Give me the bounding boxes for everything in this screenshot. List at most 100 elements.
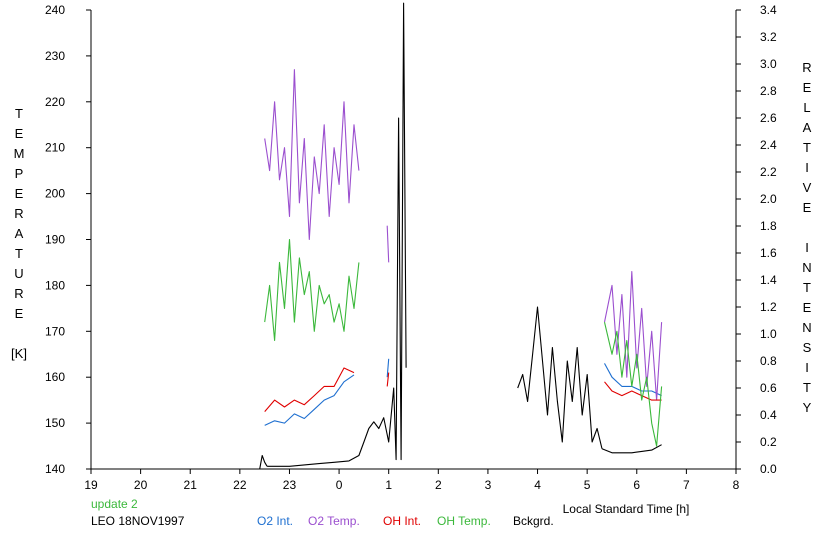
y-right-tick-label: 0.8: [760, 354, 777, 368]
labels: 19 20 21 22 23 0 1 2 3 4 5 6 7 8140150160170180190200…: [11, 3, 812, 516]
legend-item: O2 Int.: [257, 514, 294, 528]
y-right-tick-label: 1.2: [760, 300, 777, 314]
x-tick-label: 1: [385, 478, 392, 492]
series-line: [264, 367, 355, 412]
y-right-tick-label: 3.2: [760, 30, 777, 44]
series-line: [386, 225, 390, 263]
y-right-tick-label: 1.4: [760, 273, 777, 287]
left-axis-label-char: E: [15, 186, 24, 201]
right-axis-label-char: T: [803, 140, 811, 155]
y-left-tick-label: 180: [45, 278, 65, 292]
x-tick-label: 21: [184, 478, 198, 492]
y-left-tick-label: 170: [45, 324, 65, 338]
left-axis-label-char: T: [15, 106, 23, 121]
series-line: [386, 372, 390, 387]
left-axis-label-char: A: [15, 226, 24, 241]
y-right-tick-label: 2.2: [760, 165, 777, 179]
y-right-tick-label: 3.0: [760, 57, 777, 71]
legend-item: OH Temp.: [437, 514, 491, 528]
series-line: [604, 381, 662, 401]
series-line: [264, 69, 360, 241]
right-axis-label-char: E: [803, 200, 812, 215]
y-left-tick-label: 230: [45, 49, 65, 63]
left-axis-label-char: M: [14, 146, 25, 161]
y-right-tick-label: 0.6: [760, 381, 777, 395]
series-line: [264, 238, 360, 342]
right-axis-label-char: I: [805, 240, 809, 255]
series-group: [210, 2, 663, 470]
x-tick-label: 22: [233, 478, 247, 492]
station-date-label: LEO 18NOV1997: [91, 514, 185, 528]
x-tick-label: 23: [283, 478, 297, 492]
series-line: [517, 306, 603, 449]
right-axis-label-char: N: [802, 320, 811, 335]
series-line: [603, 321, 663, 447]
left-axis-label-char: U: [14, 266, 23, 281]
y-left-tick-label: 200: [45, 187, 65, 201]
x-tick-label: 7: [683, 478, 690, 492]
right-axis-label-char: I: [805, 160, 809, 175]
left-axis-label-char: E: [15, 126, 24, 141]
right-axis-label-char: S: [803, 340, 812, 355]
right-axis-label-char: E: [803, 80, 812, 95]
y-right-tick-label: 2.8: [760, 84, 777, 98]
left-axis-label-char: R: [14, 286, 23, 301]
y-left-tick-label: 150: [45, 416, 65, 430]
right-axis-label-char: N: [802, 260, 811, 275]
series-o2-temp: [264, 69, 663, 401]
y-left-tick-label: 160: [45, 370, 65, 384]
series-line: [210, 454, 268, 470]
series-oh-int: [264, 367, 662, 412]
right-axis-label-char: Y: [803, 400, 812, 415]
right-axis-label-char: T: [803, 280, 811, 295]
y-right-tick-label: 1.0: [760, 327, 777, 341]
series-o2-int: [264, 358, 662, 426]
x-tick-label: 20: [134, 478, 148, 492]
left-axis-label-char: P: [15, 166, 24, 181]
y-left-tick-label: 210: [45, 141, 65, 155]
y-left-tick-label: 240: [45, 3, 65, 17]
left-axis-label-char: E: [15, 306, 24, 321]
legend-item: O2 Temp.: [308, 514, 360, 528]
y-right-tick-label: 2.4: [760, 138, 777, 152]
x-axis-title: Local Standard Time [h]: [563, 502, 690, 516]
left-axis-label-char: R: [14, 206, 23, 221]
y-right-tick-label: 2.6: [760, 111, 777, 125]
right-axis-label-char: E: [803, 300, 812, 315]
y-right-tick-label: 2.0: [760, 192, 777, 206]
series-bckgrd: [210, 2, 662, 470]
right-axis-label-char: R: [802, 60, 811, 75]
series-line: [601, 444, 662, 454]
right-axis-label-char: V: [803, 180, 812, 195]
x-tick-label: 5: [584, 478, 591, 492]
y-right-tick-label: 0.4: [760, 408, 777, 422]
y-left-tick-label: 190: [45, 233, 65, 247]
x-tick-label: 6: [633, 478, 640, 492]
x-tick-label: 19: [84, 478, 98, 492]
x-tick-label: 4: [534, 478, 541, 492]
left-axis-unit: [K]: [11, 346, 27, 361]
y-right-tick-label: 0.2: [760, 435, 777, 449]
series-oh-temp: [264, 238, 663, 447]
axes: [86, 9, 741, 474]
series-line: [267, 2, 407, 467]
right-axis-label-char: A: [803, 120, 812, 135]
right-axis-label-char: L: [803, 100, 810, 115]
series-line: [386, 358, 390, 378]
y-right-tick-label: 1.6: [760, 246, 777, 260]
x-tick-label: 0: [336, 478, 343, 492]
x-tick-label: 8: [733, 478, 740, 492]
legend-item: Bckgrd.: [513, 514, 554, 528]
y-left-tick-label: 220: [45, 95, 65, 109]
right-axis-label-char: I: [805, 360, 809, 375]
legend-item: OH Int.: [383, 514, 422, 528]
x-tick-label: 2: [435, 478, 442, 492]
y-right-tick-label: 3.4: [760, 3, 777, 17]
right-axis-label-char: T: [803, 380, 811, 395]
left-axis-label-char: T: [15, 246, 23, 261]
y-left-tick-label: 140: [45, 462, 65, 476]
x-tick-label: 3: [485, 478, 492, 492]
series-line: [264, 374, 355, 426]
update-label: update 2: [91, 497, 138, 511]
